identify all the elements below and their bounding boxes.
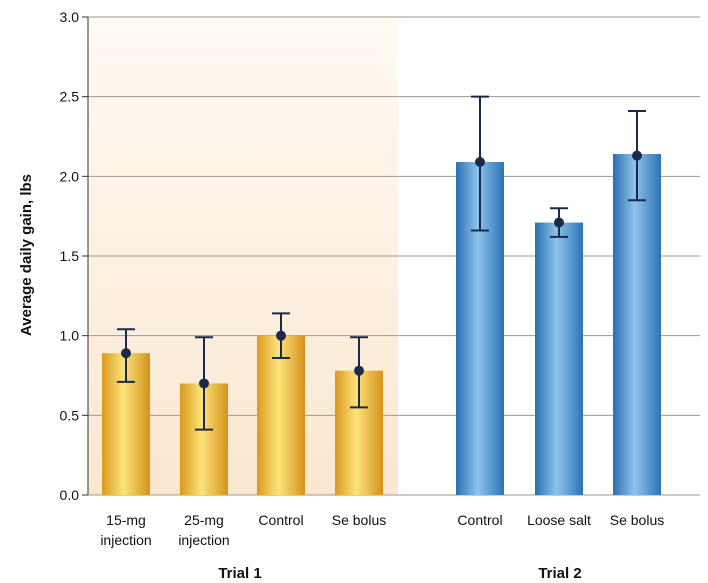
axes — [82, 16, 89, 496]
mean-point — [276, 330, 286, 341]
error-bars — [117, 95, 646, 431]
y-tick-label: 1.0 — [60, 328, 80, 344]
group-label: Trial 2 — [538, 565, 581, 582]
category-label: 25-mg — [184, 512, 224, 528]
category-label: Loose salt — [527, 512, 591, 528]
y-tick-label: 2.0 — [60, 168, 80, 184]
mean-point — [475, 156, 485, 167]
y-tick-label: 2.5 — [60, 89, 80, 105]
category-label: 15-mg — [106, 512, 146, 528]
y-tick-label: 0.5 — [60, 407, 80, 423]
labels: 0.0 0.5 1.0 1.5 2.0 2.5 3.0 15-mg injection 25-mg… — [60, 9, 665, 582]
y-tick-label: 0.0 — [60, 487, 80, 503]
category-label: injection — [100, 532, 151, 548]
category-label: Control — [457, 512, 502, 528]
category-label: Control — [258, 512, 303, 528]
category-label: injection — [178, 532, 229, 548]
mean-point — [554, 217, 564, 228]
y-axis-title: Average daily gain, lbs — [18, 174, 35, 336]
mean-point — [632, 150, 642, 161]
category-label: Se bolus — [610, 512, 664, 528]
mean-point — [354, 365, 364, 376]
mean-point — [121, 348, 131, 359]
mean-point — [199, 378, 209, 389]
group-label: Trial 1 — [218, 565, 261, 582]
y-tick-label: 3.0 — [60, 9, 80, 25]
bar — [257, 335, 305, 495]
bar — [613, 154, 661, 495]
bar — [535, 222, 583, 496]
y-tick-label: 1.5 — [60, 248, 80, 264]
category-label: Se bolus — [332, 512, 386, 528]
